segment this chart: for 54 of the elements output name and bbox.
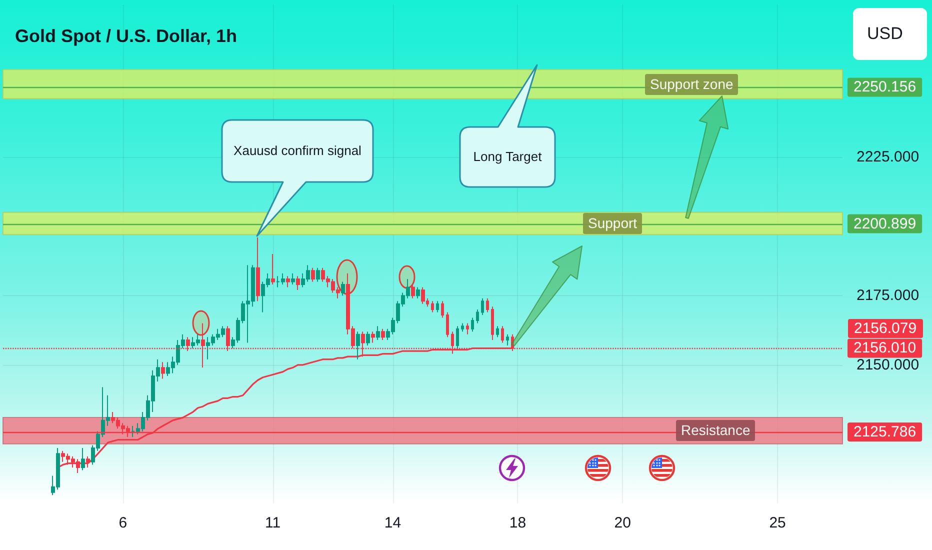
candlestick (486, 298, 489, 313)
band-label: Resistance (676, 420, 756, 442)
candlestick (501, 326, 504, 344)
band-label: Support (583, 213, 642, 234)
candlestick (421, 286, 425, 304)
ref-line-label: 2156.010 (854, 340, 916, 357)
candlestick (476, 308, 479, 324)
x-tick-label: 6 (118, 514, 128, 532)
candlestick (431, 300, 434, 313)
candlestick (481, 298, 484, 316)
text: 2156.079 (848, 318, 923, 338)
candlestick (446, 312, 449, 338)
currency-button: USD (853, 8, 927, 60)
candlestick (456, 326, 459, 349)
x-tick-label: 11 (265, 514, 281, 532)
annotation: Long Target (472, 148, 543, 166)
x-tick-label: 18 (509, 514, 526, 532)
x-tick-label: 20 (614, 514, 631, 532)
candlestick (311, 267, 315, 282)
candlestick (341, 281, 345, 296)
band-label: Support zone (645, 74, 738, 95)
annotation: Xauusd confirm signal (232, 142, 362, 160)
candlestick (416, 286, 420, 299)
candlestick (376, 326, 380, 340)
candlestick (441, 300, 444, 318)
candlestick (436, 300, 439, 313)
candlestick (371, 331, 375, 344)
y-tick-label: 2175.000 (856, 287, 920, 304)
ref-line-label: 2200.899 (854, 215, 916, 232)
ref-line-label: 2125.786 (854, 424, 916, 441)
candlestick (466, 322, 469, 335)
candlestick (81, 448, 85, 471)
x-tick-label: 14 (384, 514, 402, 532)
candlestick (496, 326, 499, 338)
y-tick-label: 2150.000 (856, 356, 920, 374)
candlestick (296, 276, 300, 291)
candlestick (161, 362, 165, 380)
x-tick-label: 25 (769, 514, 786, 532)
candlestick (506, 334, 509, 346)
y-tick-label: 2225.000 (856, 148, 920, 166)
candlestick (411, 284, 415, 299)
candlestick (381, 328, 385, 340)
candlestick (366, 331, 370, 346)
text: Gold Spot / U.S. Dollar, 1h (15, 26, 238, 46)
candlestick (356, 331, 360, 360)
candlestick (291, 272, 295, 285)
ref-line-label: 2250.156 (854, 78, 916, 96)
candlestick (286, 276, 290, 288)
candlestick (491, 306, 494, 340)
candlestick (256, 236, 260, 302)
candlestick (271, 254, 275, 285)
candlestick (316, 267, 320, 282)
candlestick (471, 317, 474, 332)
candlestick (461, 322, 464, 332)
